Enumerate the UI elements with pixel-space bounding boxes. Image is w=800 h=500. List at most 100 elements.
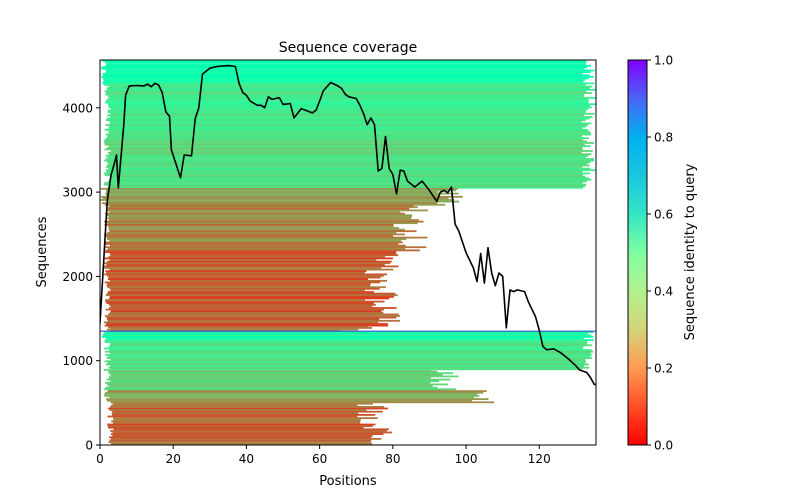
heatmap-row: [107, 318, 380, 321]
heatmap-row: [106, 357, 592, 359]
heatmap-row: [113, 428, 389, 431]
heatmap-band: [103, 369, 459, 392]
heatmap-row: [110, 406, 385, 408]
heatmap-row: [104, 220, 424, 223]
heatmap-row: [110, 178, 592, 181]
heatmap-row: [105, 300, 385, 303]
heatmap-row: [105, 386, 438, 389]
x-tick-label: 0: [96, 452, 104, 466]
heatmap-row: [107, 390, 487, 392]
heatmap-row: [104, 273, 388, 276]
heatmap-row: [106, 316, 397, 319]
heatmap-band: [103, 251, 400, 329]
heatmap-row: [106, 200, 460, 203]
heatmap-row: [107, 109, 587, 112]
heatmap-row: [104, 223, 394, 226]
heatmap-row: [104, 315, 400, 317]
heatmap-row: [108, 225, 394, 228]
colorbar-label: Sequence identity to query: [683, 163, 698, 340]
heatmap-row: [102, 60, 587, 62]
heatmap-row: [113, 418, 361, 421]
heatmap-row: [106, 87, 590, 90]
heatmap-row: [106, 164, 590, 167]
heatmap-row: [108, 370, 438, 373]
heatmap-row: [109, 153, 592, 156]
heatmap-band: [101, 331, 594, 341]
x-tick-label: 20: [166, 452, 181, 466]
heatmap-row: [109, 211, 401, 213]
heatmap-row: [109, 259, 377, 261]
heatmap-row: [108, 441, 371, 443]
heatmap-row: [110, 401, 495, 404]
heatmap-row: [107, 217, 411, 220]
y-tick-label: 2000: [62, 270, 93, 284]
y-tick-label: 0: [85, 439, 93, 453]
heatmap-row: [112, 410, 383, 413]
heatmap-row: [105, 337, 584, 340]
heatmap-row: [101, 66, 588, 69]
heatmap-row: [108, 82, 595, 85]
heatmap-row: [103, 243, 399, 245]
heatmap-row: [104, 84, 586, 86]
heatmap-row: [112, 434, 373, 437]
heatmap-row: [105, 169, 596, 172]
heatmap-band: [104, 390, 495, 404]
heatmap-row: [109, 252, 397, 255]
heatmap-row: [109, 204, 414, 207]
heatmap-row: [107, 161, 591, 164]
heatmap-row: [109, 303, 376, 306]
heatmap-row: [108, 207, 410, 210]
heatmap-row: [112, 422, 361, 424]
heatmap-row: [108, 85, 593, 88]
heatmap-row: [110, 279, 387, 282]
heatmap-row: [107, 278, 369, 281]
heatmap-row: [103, 369, 431, 371]
heatmap-row: [106, 170, 583, 173]
heatmap-row: [107, 292, 396, 295]
heatmap-row: [105, 251, 397, 253]
heatmap-row: [104, 174, 583, 176]
heatmap-row: [109, 311, 384, 314]
heatmap-row: [107, 407, 388, 410]
colorbar-tick-label: 0.8: [654, 131, 673, 145]
heatmap-band: [103, 204, 428, 252]
heatmap-row: [106, 137, 589, 140]
heatmap-row: [106, 328, 359, 331]
heatmap-row: [103, 172, 590, 175]
heatmap-row: [103, 233, 405, 236]
heatmap-row: [112, 402, 373, 405]
heatmap-row: [103, 159, 595, 162]
heatmap-row: [107, 319, 400, 322]
heatmap-row: [108, 162, 588, 165]
heatmap-row: [107, 260, 392, 263]
heatmap-row: [108, 106, 592, 109]
heatmap-row: [109, 307, 397, 309]
heatmap-row: [105, 61, 587, 64]
heatmap-row: [105, 299, 365, 301]
heatmap-row: [106, 236, 428, 239]
heatmap-row: [103, 140, 588, 143]
heatmap-row: [108, 104, 591, 107]
heatmap-row: [101, 336, 594, 338]
heatmap-row: [105, 92, 592, 94]
heatmap-row: [104, 148, 584, 151]
heatmap-band: [103, 137, 596, 189]
heatmap-row: [105, 241, 403, 244]
heatmap-row: [105, 64, 592, 67]
heatmap-row: [107, 222, 418, 225]
heatmap-row: [106, 302, 374, 305]
heatmap-row: [104, 267, 382, 269]
heatmap-row: [105, 270, 367, 273]
plot-frame: [99, 59, 597, 446]
x-tick-label: 100: [455, 452, 478, 466]
heatmap-row: [106, 166, 583, 168]
heatmap-row: [109, 349, 592, 351]
heatmap-row: [109, 439, 372, 442]
heatmap-row: [110, 342, 588, 345]
heatmap-row: [108, 215, 412, 218]
colorbar: [627, 59, 648, 446]
heatmap-row: [102, 334, 592, 337]
heatmap-row: [110, 254, 399, 257]
heatmap-row: [108, 355, 590, 358]
